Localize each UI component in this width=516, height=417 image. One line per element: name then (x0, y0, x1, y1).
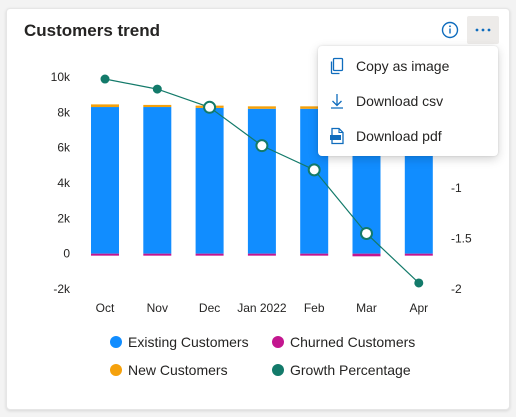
legend-label-growth: Growth Percentage (290, 362, 411, 378)
y2-tick-label: -1.5 (451, 232, 472, 246)
menu-item-download-csv[interactable]: Download csv (318, 84, 498, 118)
x-tick-label: Jan 2022 (237, 301, 287, 315)
y-tick-label: -2k (53, 282, 71, 296)
bar-new-customers (143, 104, 172, 108)
bar-existing-customers (143, 107, 172, 254)
growth-percentage-point (203, 100, 217, 114)
bar-churned-customers (404, 253, 433, 256)
copy-icon (330, 57, 344, 75)
growth-percentage-point (255, 139, 269, 153)
pdf-icon (330, 127, 344, 145)
menu-label-csv: Download csv (356, 93, 444, 109)
legend-swatch-existing (110, 336, 122, 348)
x-tick-label: Feb (304, 301, 325, 315)
legend-swatch-churned (272, 336, 284, 348)
more-options-button[interactable] (467, 16, 499, 44)
card-title: Customers trend (24, 21, 161, 40)
y2-tick-label: -2 (451, 282, 462, 296)
legend-item-existing[interactable]: Existing Customers (110, 334, 249, 350)
x-tick-label: Dec (199, 301, 220, 315)
x-tick-label: Nov (147, 301, 168, 315)
growth-percentage-point (152, 84, 162, 94)
legend-label-new: New Customers (128, 362, 228, 378)
legend-item-new[interactable]: New Customers (110, 362, 228, 378)
y2-tick-label: -1 (451, 181, 462, 195)
y-tick-label: 8k (57, 105, 71, 119)
legend-label-churned: Churned Customers (290, 334, 416, 350)
growth-percentage-point (307, 163, 321, 177)
bar-new-customers (247, 106, 276, 109)
y-tick-label: 2k (57, 211, 71, 225)
more-options-menu: Copy as image Download csv Download pdf (318, 46, 498, 156)
x-tick-label: Oct (96, 301, 115, 315)
x-tick-label: Mar (356, 301, 377, 315)
legend-item-growth[interactable]: Growth Percentage (272, 362, 411, 378)
bar-churned-customers (143, 253, 172, 256)
bar-new-customers (91, 104, 119, 108)
bar-new-customers (300, 106, 329, 109)
menu-label-copy: Copy as image (356, 58, 450, 74)
bar-existing-customers (247, 108, 276, 254)
growth-percentage-point (414, 278, 424, 288)
y-tick-label: 10k (51, 70, 71, 84)
legend-swatch-growth (272, 364, 284, 376)
legend-item-churned[interactable]: Churned Customers (272, 334, 415, 350)
y-tick-label: 6k (57, 141, 71, 155)
bar-existing-customers (195, 107, 224, 254)
y-tick-label: 0 (63, 247, 70, 261)
bar-existing-customers (91, 107, 119, 254)
download-icon (331, 94, 343, 109)
growth-percentage-point (360, 226, 373, 240)
menu-label-pdf: Download pdf (356, 128, 442, 144)
y-tick-label: 4k (57, 176, 71, 190)
menu-item-copy-as-image[interactable]: Copy as image (318, 49, 498, 83)
bar-churned-customers (300, 253, 329, 256)
bar-churned-customers (91, 253, 119, 256)
x-tick-label: Apr (409, 301, 428, 315)
bar-churned-customers (247, 253, 276, 256)
bar-churned-customers (352, 253, 381, 257)
info-icon[interactable] (441, 21, 459, 39)
more-icon (475, 28, 491, 32)
menu-item-download-pdf[interactable]: Download pdf (318, 119, 498, 153)
legend-swatch-new (110, 364, 122, 376)
legend-label-existing: Existing Customers (128, 334, 249, 350)
growth-percentage-point (100, 74, 110, 84)
bar-churned-customers (195, 253, 224, 256)
